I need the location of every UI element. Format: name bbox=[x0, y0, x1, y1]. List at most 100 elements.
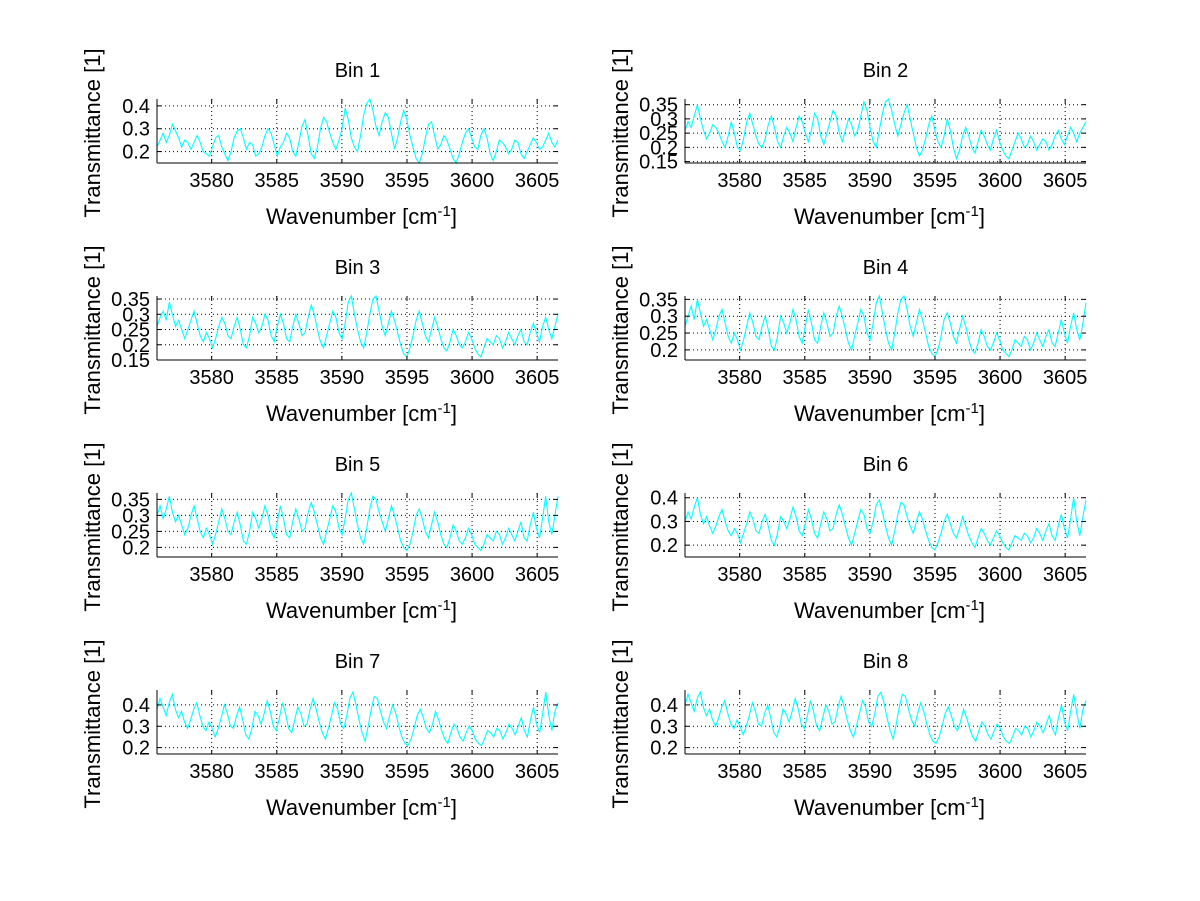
x-tick-label: 3580 bbox=[189, 564, 234, 586]
subplot-title: Bin 1 bbox=[335, 60, 381, 82]
x-tick-label: 3605 bbox=[515, 761, 560, 783]
y-tick-label: 0.4 bbox=[650, 695, 678, 717]
x-tick-label: 3580 bbox=[189, 367, 234, 389]
y-tick-label: 0.15 bbox=[639, 152, 678, 174]
x-tick-label: 3585 bbox=[255, 367, 300, 389]
x-tick-label: 3600 bbox=[978, 170, 1023, 192]
series-line-1 bbox=[684, 497, 1087, 551]
subplot-6: 3580 3585 3590 3595 3600 3605 0.20.30.4 Bin 6 Wa… bbox=[608, 442, 1087, 623]
x-tick-label: 3605 bbox=[1043, 761, 1088, 783]
y-tick-label: 0.3 bbox=[122, 304, 150, 326]
y-tick-label: 0.25 bbox=[111, 521, 150, 543]
x-tick-label: 3590 bbox=[848, 564, 893, 586]
y-axis-label: Transmittance [1] bbox=[608, 639, 633, 808]
subplot-title: Bin 6 bbox=[863, 454, 909, 476]
y-tick-label: 0.35 bbox=[111, 489, 150, 511]
y-axis-label: Transmittance [1] bbox=[80, 442, 105, 611]
y-axis-label: Transmittance [1] bbox=[608, 48, 633, 217]
x-tick-label: 3585 bbox=[255, 170, 300, 192]
y-axis-label: Transmittance [1] bbox=[608, 442, 633, 611]
x-tick-label: 3595 bbox=[385, 761, 430, 783]
x-tick-label: 3585 bbox=[255, 564, 300, 586]
x-axis-label: Wavenumber [cm-1] bbox=[266, 794, 457, 820]
x-tick-label: 3590 bbox=[848, 170, 893, 192]
x-tick-label: 3605 bbox=[1043, 564, 1088, 586]
y-tick-label: 0.2 bbox=[122, 335, 150, 357]
x-tick-label: 3600 bbox=[978, 367, 1023, 389]
x-tick-label: 3580 bbox=[189, 170, 234, 192]
y-tick-label: 0.35 bbox=[639, 289, 678, 311]
x-tick-label: 3600 bbox=[450, 170, 495, 192]
x-tick-label: 3595 bbox=[385, 564, 430, 586]
series-line-1 bbox=[156, 690, 559, 747]
x-axis-label: Wavenumber [cm-1] bbox=[266, 203, 457, 229]
x-tick-label: 3590 bbox=[320, 761, 365, 783]
subplot-title: Bin 5 bbox=[335, 454, 381, 476]
x-tick-label: 3600 bbox=[450, 564, 495, 586]
x-tick-label: 3595 bbox=[913, 170, 958, 192]
x-tick-label: 3605 bbox=[1043, 367, 1088, 389]
subplot-7: 3580 3585 3590 3595 3600 3605 0.20.30.4 Bin 7 Wa… bbox=[80, 639, 559, 820]
y-tick-label: 0.2 bbox=[650, 340, 678, 362]
subplot-title: Bin 4 bbox=[863, 257, 909, 279]
y-axis-label: Transmittance [1] bbox=[80, 48, 105, 217]
series-line-1 bbox=[684, 690, 1087, 745]
y-tick-label: 0.25 bbox=[111, 320, 150, 342]
x-tick-label: 3595 bbox=[913, 761, 958, 783]
x-tick-label: 3580 bbox=[717, 170, 762, 192]
x-tick-label: 3595 bbox=[913, 564, 958, 586]
x-tick-label: 3600 bbox=[450, 761, 495, 783]
subplot-8: 3580 3585 3590 3595 3600 3605 0.20.30.4 Bin 8 Wa… bbox=[608, 639, 1087, 820]
y-axis-label: Transmittance [1] bbox=[80, 245, 105, 414]
y-tick-label: 0.4 bbox=[122, 695, 150, 717]
x-tick-label: 3585 bbox=[783, 761, 828, 783]
x-tick-label: 3590 bbox=[320, 367, 365, 389]
y-tick-label: 0.3 bbox=[122, 505, 150, 527]
x-axis-label: Wavenumber [cm-1] bbox=[794, 400, 985, 426]
y-tick-label: 0.2 bbox=[650, 738, 678, 760]
x-axis-label: Wavenumber [cm-1] bbox=[794, 794, 985, 820]
x-tick-label: 3590 bbox=[320, 170, 365, 192]
x-tick-label: 3580 bbox=[717, 564, 762, 586]
y-tick-label: 0.2 bbox=[122, 537, 150, 559]
x-tick-label: 3590 bbox=[848, 761, 893, 783]
series-line-1 bbox=[684, 294, 1087, 358]
y-tick-label: 0.3 bbox=[650, 306, 678, 328]
x-tick-label: 3590 bbox=[320, 564, 365, 586]
subplot-5: 3580 3585 3590 3595 3600 3605 0.20.250.30.35 Bi… bbox=[80, 442, 559, 623]
x-tick-label: 3585 bbox=[783, 170, 828, 192]
y-tick-label: 0.3 bbox=[122, 119, 150, 141]
subplot-title: Bin 2 bbox=[863, 60, 909, 82]
x-axis-label: Wavenumber [cm-1] bbox=[266, 597, 457, 623]
y-tick-label: 0.2 bbox=[650, 535, 678, 557]
series-line-1 bbox=[156, 491, 559, 552]
x-tick-label: 3600 bbox=[978, 761, 1023, 783]
series-line-1 bbox=[684, 97, 1087, 161]
y-tick-label: 0.2 bbox=[650, 137, 678, 159]
y-tick-label: 0.4 bbox=[650, 488, 678, 510]
x-tick-label: 3595 bbox=[385, 367, 430, 389]
x-tick-label: 3605 bbox=[515, 170, 560, 192]
subplot-title: Bin 8 bbox=[863, 651, 909, 673]
subplot-4: 3580 3585 3590 3595 3600 3605 0.20.250.30.35 Bi… bbox=[608, 245, 1087, 426]
x-tick-label: 3585 bbox=[783, 564, 828, 586]
x-tick-label: 3605 bbox=[515, 564, 560, 586]
x-tick-label: 3580 bbox=[717, 367, 762, 389]
x-tick-label: 3580 bbox=[189, 761, 234, 783]
y-tick-label: 0.25 bbox=[639, 123, 678, 145]
x-axis-label: Wavenumber [cm-1] bbox=[794, 203, 985, 229]
y-tick-label: 0.2 bbox=[122, 142, 150, 164]
x-tick-label: 3605 bbox=[1043, 170, 1088, 192]
x-tick-label: 3600 bbox=[450, 367, 495, 389]
y-tick-label: 0.3 bbox=[650, 716, 678, 738]
x-axis-label: Wavenumber [cm-1] bbox=[266, 400, 457, 426]
y-axis-label: Transmittance [1] bbox=[80, 639, 105, 808]
y-tick-label: 0.3 bbox=[122, 716, 150, 738]
x-tick-label: 3585 bbox=[255, 761, 300, 783]
subplot-1: 3580 3585 3590 3595 3600 3605 0.20.30.4 Bin 1 Wa… bbox=[80, 48, 559, 229]
subplot-3: 3580 3585 3590 3595 3600 3605 0.150.20.250.30.… bbox=[80, 245, 559, 426]
y-tick-label: 0.3 bbox=[650, 109, 678, 131]
x-tick-label: 3590 bbox=[848, 367, 893, 389]
y-tick-label: 0.3 bbox=[650, 511, 678, 533]
